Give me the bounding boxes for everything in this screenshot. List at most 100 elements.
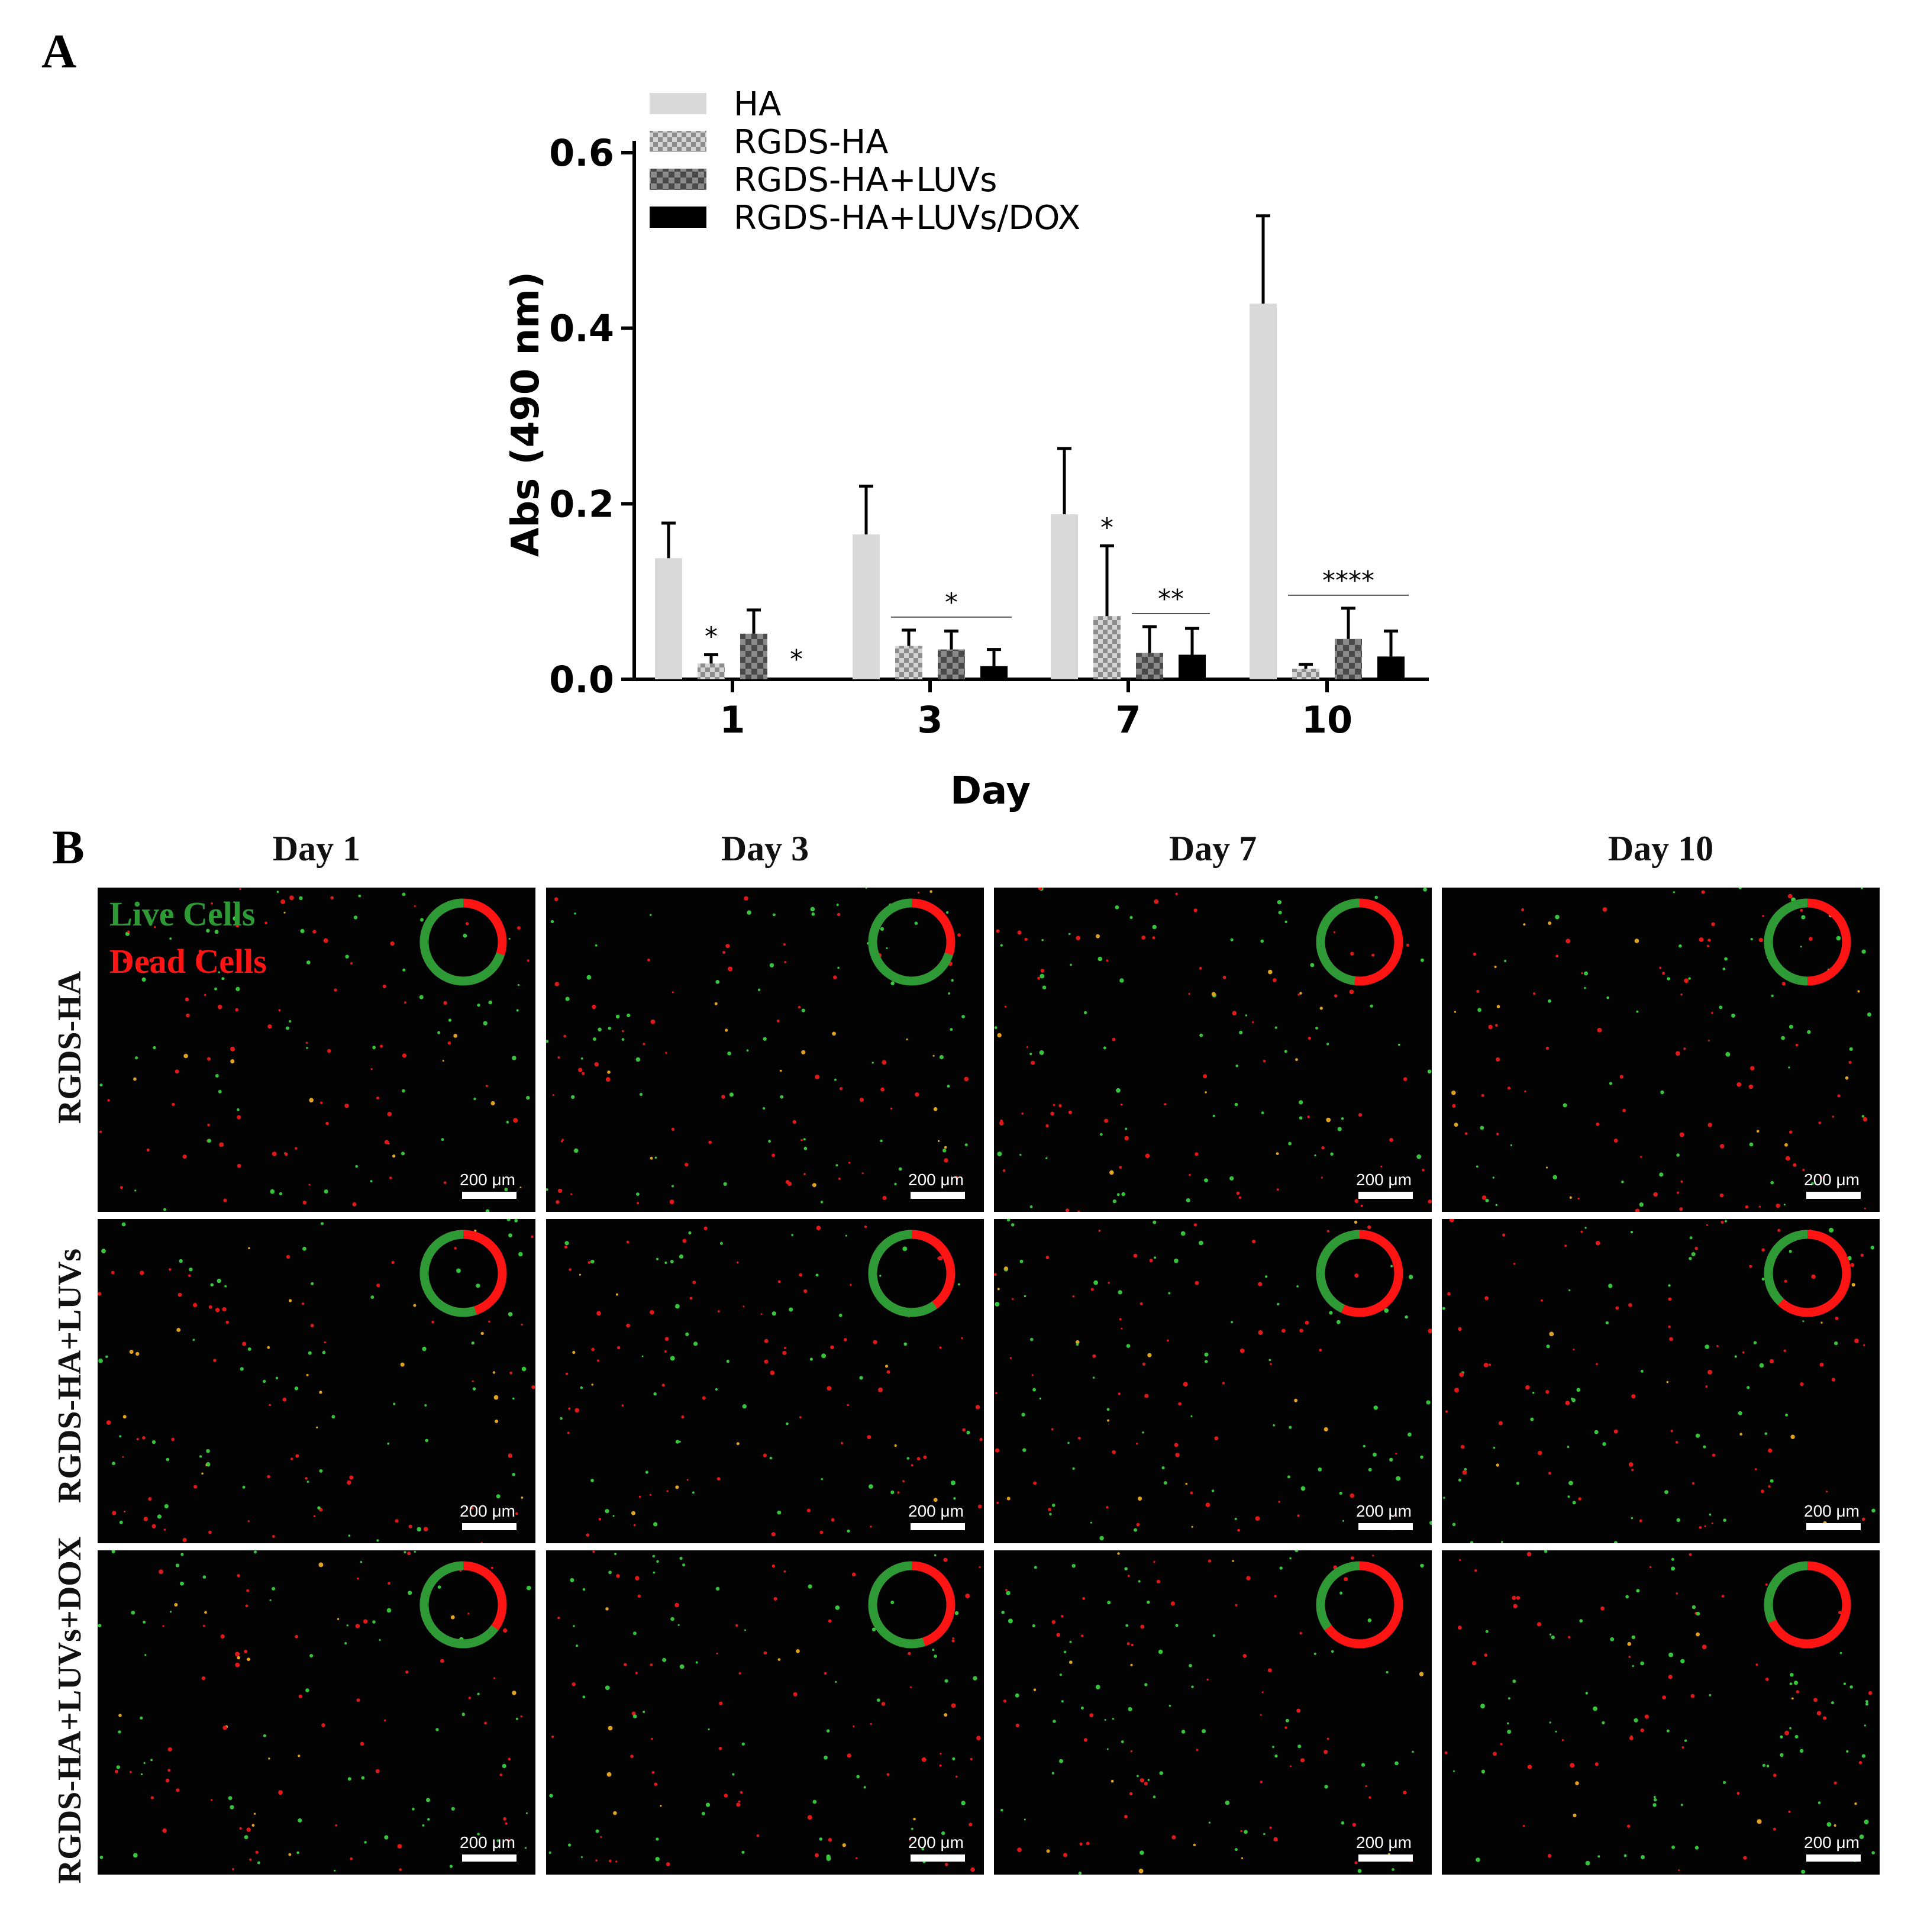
dead-cell-dot xyxy=(1154,899,1159,904)
dead-cell-dot xyxy=(1694,1246,1698,1250)
live-cell-dot xyxy=(1006,1219,1011,1222)
dead-cell-dot xyxy=(1258,1282,1263,1286)
dead-cell-dot xyxy=(595,1859,598,1862)
microscopy-tile: 200 μm xyxy=(546,1550,984,1875)
dead-cell-dot xyxy=(239,888,241,891)
live-cell-dot xyxy=(939,1054,944,1060)
y-tick-label: 0.4 xyxy=(549,307,614,350)
live-cell-dot xyxy=(1045,1157,1048,1160)
live-cell-dot xyxy=(1738,1411,1742,1415)
dead-cell-dot xyxy=(994,1273,997,1276)
live-cell-dot xyxy=(1001,1611,1005,1614)
dead-cell-dot xyxy=(186,1013,190,1018)
dead-cell-dot xyxy=(503,1817,507,1821)
dead-cell-dot xyxy=(1024,937,1028,941)
dead-cell-dot xyxy=(264,921,267,925)
dead-cell-dot xyxy=(167,1769,171,1772)
dead-cell-dot xyxy=(1854,1338,1859,1343)
live-cell-dot xyxy=(997,1152,1002,1157)
dead-cell-dot xyxy=(399,1868,402,1872)
dead-cell-dot xyxy=(176,1788,180,1792)
dead-cell-dot xyxy=(1489,1363,1492,1366)
dead-cell-dot xyxy=(962,1428,966,1432)
live-cell-dot xyxy=(942,1149,947,1153)
dead-cell-dot xyxy=(1241,1857,1244,1859)
dead-cell-dot xyxy=(1602,907,1607,912)
dead-cell-dot xyxy=(1634,938,1639,943)
dead-cell-dot xyxy=(327,1049,331,1053)
dead-cell-dot xyxy=(1760,1489,1764,1494)
dead-cell-dot xyxy=(1573,1813,1577,1818)
live-cell-dot xyxy=(951,979,954,982)
dead-cell-dot xyxy=(635,1672,638,1675)
live-cell-dot xyxy=(1636,1589,1640,1593)
live-cell-dot xyxy=(1235,1848,1238,1852)
live-cell-dot xyxy=(135,1056,138,1060)
dead-cell-dot xyxy=(302,1201,306,1205)
live-cell-dot xyxy=(715,1586,720,1591)
dead-cell-dot xyxy=(1109,1170,1114,1175)
dead-cell-dot xyxy=(1692,1482,1695,1485)
live-cell-dot xyxy=(477,1833,480,1836)
live-cell-dot xyxy=(1239,1030,1243,1034)
dead-cell-dot xyxy=(310,1324,314,1328)
dead-cell-dot xyxy=(567,1431,570,1434)
dead-cell-dot xyxy=(650,1156,653,1160)
dead-cell-dot xyxy=(1130,1750,1133,1753)
dead-cell-dot xyxy=(211,1799,213,1801)
dead-cell-dot xyxy=(1496,1463,1499,1467)
live-cell-dot xyxy=(1361,1763,1366,1767)
dead-cell-dot xyxy=(1615,1306,1619,1310)
live-cell-dot xyxy=(1093,1376,1095,1379)
dead-cell-dot xyxy=(1195,1281,1199,1285)
live-cell-dot xyxy=(1631,1635,1635,1640)
live-cell-dot xyxy=(1584,971,1589,976)
dead-cell-dot xyxy=(1631,1469,1634,1472)
live-cell-dot xyxy=(1452,1523,1456,1527)
dead-cell-dot xyxy=(945,1863,948,1866)
live-cell-dot xyxy=(1314,1154,1316,1157)
dead-cell-dot xyxy=(1596,1363,1598,1366)
live-cell-dot xyxy=(762,1107,766,1110)
dead-cell-dot xyxy=(1119,1166,1122,1169)
live-cell-dot xyxy=(319,1469,323,1473)
dead-cell-dot xyxy=(313,1515,316,1517)
microscopy-tile: 200 μm xyxy=(1442,1219,1880,1543)
live-cell-dot xyxy=(1090,1521,1092,1524)
live-cell-dot xyxy=(153,1046,156,1050)
dead-cell-dot xyxy=(1573,1349,1575,1351)
live-cell-dot xyxy=(1571,1398,1574,1400)
live-cell-dot xyxy=(652,1554,656,1558)
live-cell-dot xyxy=(376,1539,379,1542)
live-cell-dot xyxy=(1555,915,1560,920)
live-cell-dot xyxy=(420,918,424,922)
dead-cell-dot xyxy=(1681,1746,1684,1749)
live-cell-dot xyxy=(1609,1082,1613,1085)
live-cell-dot xyxy=(1235,1065,1238,1067)
live-cell-dot xyxy=(163,1208,166,1211)
dead-cell-dot xyxy=(591,1383,593,1386)
live-cell-dot xyxy=(741,1742,745,1746)
dead-cell-dot xyxy=(135,1352,140,1356)
live-cell-dot xyxy=(422,1824,425,1827)
dead-cell-dot xyxy=(230,1046,235,1052)
dead-cell-dot xyxy=(527,959,530,962)
dead-cell-dot xyxy=(149,958,154,963)
dead-cell-dot xyxy=(587,1261,591,1264)
live-cell-dot xyxy=(1794,1735,1799,1739)
live-cell-dot xyxy=(279,1192,283,1195)
scale-bar xyxy=(1358,1192,1413,1199)
dead-cell-dot xyxy=(1206,1678,1209,1681)
dead-cell-dot xyxy=(615,1860,618,1863)
live-cell-dot xyxy=(166,1457,170,1462)
dead-cell-dot xyxy=(442,1060,444,1062)
live-cell-dot xyxy=(131,1611,135,1615)
bar-ha xyxy=(853,534,880,679)
dead-cell-dot xyxy=(1033,1688,1037,1691)
live-cell-dot xyxy=(1049,1512,1052,1515)
live-cell-dot xyxy=(276,891,279,893)
dead-cell-dot xyxy=(403,1001,406,1004)
live-cell-dot xyxy=(769,1456,773,1460)
dead-cell-dot xyxy=(1065,1208,1070,1212)
dead-cell-dot xyxy=(1334,994,1338,998)
